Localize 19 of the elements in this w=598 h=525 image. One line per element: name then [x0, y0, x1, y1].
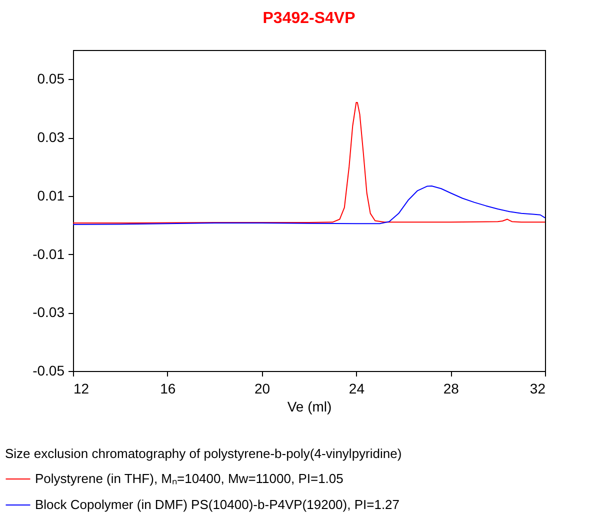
y-tick-label: -0.05: [32, 362, 65, 378]
x-tick-label: 32: [530, 380, 546, 396]
x-tick-label: 20: [254, 380, 270, 396]
x-tick-label: 28: [443, 380, 460, 396]
y-tick-label: 0.01: [37, 187, 65, 204]
y-tick-label: 0.03: [37, 129, 65, 146]
chart-title: P3492-S4VP: [262, 10, 356, 27]
legend-title: Size exclusion chromatography of polystyrene-b-poly(4-vinylpyridine): [5, 446, 402, 461]
legend-label: Block Copolymer (in DMF) PS(10400)-b-P4VP(19200), PI=1.27: [35, 497, 400, 512]
y-tick-label: -0.01: [32, 246, 65, 262]
line-series: [72, 185, 546, 226]
x-tick-label: 12: [74, 380, 90, 396]
y-tick-label: 0.05: [37, 70, 65, 87]
y-tick-label: -0.03: [32, 304, 65, 320]
x-tick-label: 24: [348, 380, 365, 396]
line-series: [72, 102, 546, 224]
legend-label: Polystyrene (in THF), Mₙ=10400, Mw=11000, PI=1.05: [35, 471, 344, 486]
x-tick-label: 16: [160, 380, 176, 396]
x-axis-title: Ve (ml): [287, 398, 332, 414]
